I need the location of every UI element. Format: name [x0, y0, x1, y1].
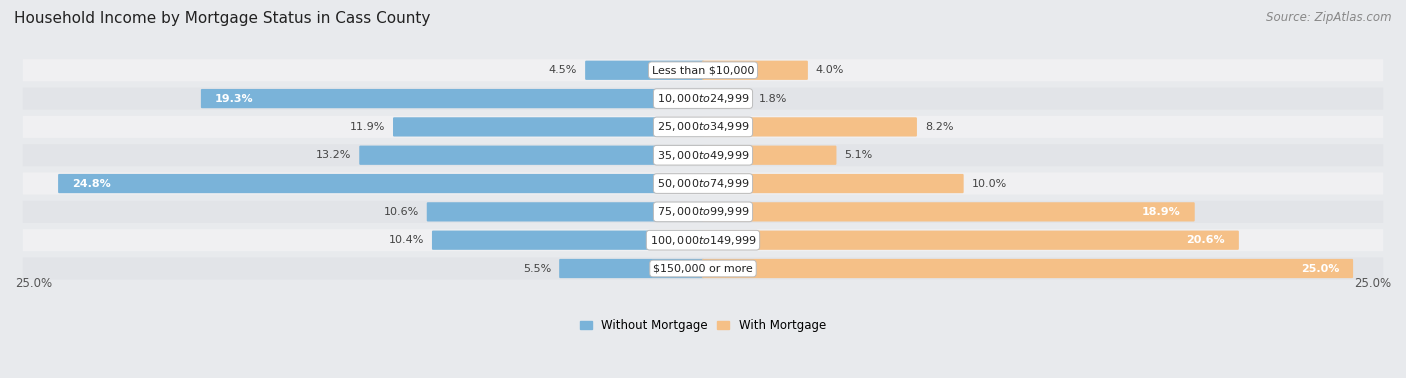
Text: 5.5%: 5.5% [523, 263, 551, 274]
Text: 10.6%: 10.6% [384, 207, 419, 217]
FancyBboxPatch shape [702, 146, 837, 165]
FancyBboxPatch shape [22, 172, 1384, 195]
Text: 25.0%: 25.0% [15, 277, 52, 290]
Text: $25,000 to $34,999: $25,000 to $34,999 [657, 121, 749, 133]
FancyBboxPatch shape [22, 116, 1384, 138]
Text: Less than $10,000: Less than $10,000 [652, 65, 754, 75]
FancyBboxPatch shape [702, 174, 963, 193]
Text: 10.4%: 10.4% [388, 235, 423, 245]
FancyBboxPatch shape [22, 144, 1384, 166]
Text: 4.0%: 4.0% [815, 65, 845, 75]
FancyBboxPatch shape [702, 117, 917, 136]
FancyBboxPatch shape [360, 146, 704, 165]
FancyBboxPatch shape [22, 257, 1384, 280]
Text: $50,000 to $74,999: $50,000 to $74,999 [657, 177, 749, 190]
Text: Source: ZipAtlas.com: Source: ZipAtlas.com [1267, 11, 1392, 24]
FancyBboxPatch shape [702, 89, 751, 108]
Legend: Without Mortgage, With Mortgage: Without Mortgage, With Mortgage [575, 314, 831, 337]
FancyBboxPatch shape [432, 231, 704, 250]
Text: 11.9%: 11.9% [350, 122, 385, 132]
Text: 25.0%: 25.0% [1301, 263, 1339, 274]
FancyBboxPatch shape [702, 259, 1353, 278]
FancyBboxPatch shape [560, 259, 704, 278]
Text: 8.2%: 8.2% [925, 122, 953, 132]
FancyBboxPatch shape [58, 174, 704, 193]
FancyBboxPatch shape [201, 89, 704, 108]
Text: $75,000 to $99,999: $75,000 to $99,999 [657, 205, 749, 218]
Text: 4.5%: 4.5% [548, 65, 576, 75]
Text: 13.2%: 13.2% [316, 150, 352, 160]
Text: Household Income by Mortgage Status in Cass County: Household Income by Mortgage Status in C… [14, 11, 430, 26]
Text: 1.8%: 1.8% [759, 94, 787, 104]
FancyBboxPatch shape [585, 60, 704, 80]
Text: 19.3%: 19.3% [215, 94, 253, 104]
Text: 18.9%: 18.9% [1142, 207, 1181, 217]
Text: $35,000 to $49,999: $35,000 to $49,999 [657, 149, 749, 162]
Text: 5.1%: 5.1% [845, 150, 873, 160]
Text: 10.0%: 10.0% [972, 178, 1007, 189]
Text: $100,000 to $149,999: $100,000 to $149,999 [650, 234, 756, 247]
FancyBboxPatch shape [427, 202, 704, 222]
Text: $10,000 to $24,999: $10,000 to $24,999 [657, 92, 749, 105]
Text: $150,000 or more: $150,000 or more [654, 263, 752, 274]
FancyBboxPatch shape [702, 202, 1195, 222]
Text: 20.6%: 20.6% [1187, 235, 1225, 245]
FancyBboxPatch shape [702, 231, 1239, 250]
FancyBboxPatch shape [22, 88, 1384, 110]
Text: 24.8%: 24.8% [72, 178, 111, 189]
Text: 25.0%: 25.0% [1354, 277, 1391, 290]
FancyBboxPatch shape [22, 59, 1384, 81]
FancyBboxPatch shape [22, 229, 1384, 251]
FancyBboxPatch shape [22, 201, 1384, 223]
FancyBboxPatch shape [702, 60, 808, 80]
FancyBboxPatch shape [394, 117, 704, 136]
